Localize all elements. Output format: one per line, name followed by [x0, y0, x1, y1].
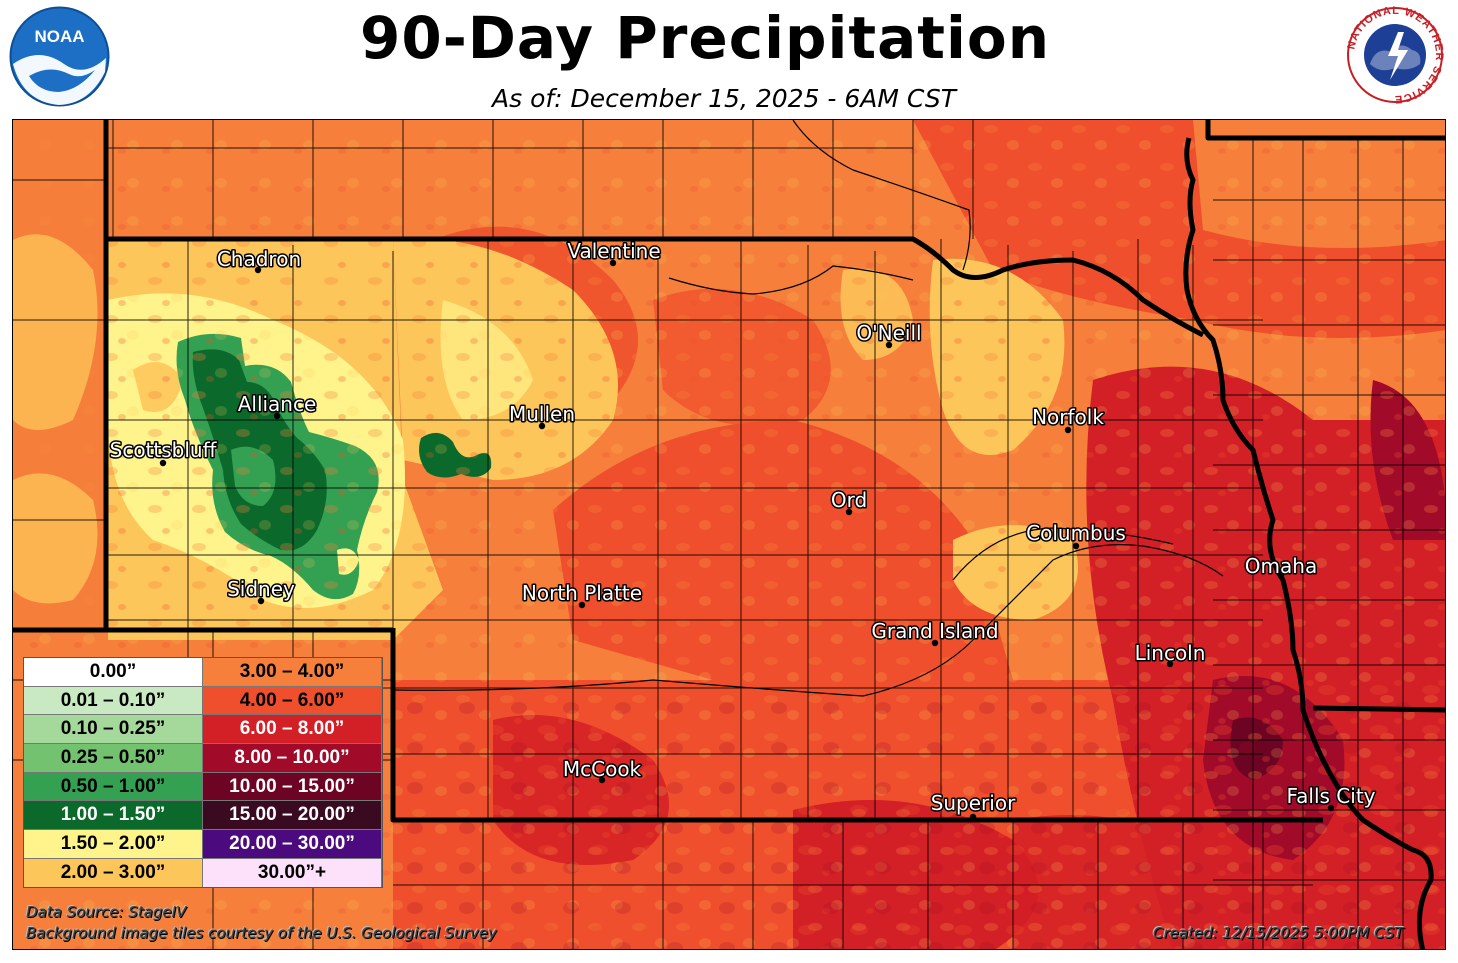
created-timestamp: Created: 12/15/2025 5:00PM CST: [1153, 924, 1404, 942]
city-label: Valentine: [567, 239, 660, 263]
city-dot: [969, 813, 977, 821]
city-label: Superior: [931, 791, 1016, 815]
city-dot: [598, 776, 606, 784]
city-dot: [1327, 804, 1335, 812]
state-borders: [13, 120, 1445, 949]
city-label: Falls City: [1286, 784, 1375, 808]
legend-entry: 0.01 – 0.10”: [24, 686, 202, 715]
city-dot: [273, 412, 281, 420]
city-dot: [257, 597, 265, 605]
city-dot: [609, 259, 617, 267]
nws-logo: NATIONAL WEATHER SERVICE: [1345, 5, 1444, 105]
noaa-logo-text: NOAA: [34, 27, 84, 46]
city-label: Grand Island: [871, 619, 998, 643]
legend-entry: 0.10 – 0.25”: [24, 715, 202, 744]
city-dot: [885, 341, 893, 349]
legend-entry: 1.50 – 2.00”: [24, 830, 202, 858]
data-source-note: Data Source: StageIV: [26, 903, 187, 921]
legend-entry: 0.25 – 0.50”: [24, 744, 202, 772]
background-credit-note: Background image tiles courtesy of the U…: [26, 924, 497, 942]
city-label: North Platte: [522, 581, 642, 605]
legend-entry: 20.00 – 30.00”: [203, 830, 381, 858]
legend-entry: 0.50 – 1.00”: [24, 772, 202, 801]
city-dot: [578, 601, 586, 609]
legend-entry: 2.00 – 3.00”: [24, 858, 202, 887]
legend-entry: 4.00 – 6.00”: [203, 686, 381, 715]
map-title: 90-Day Precipitation: [359, 4, 1050, 72]
precipitation-field: [13, 120, 1445, 949]
city-label: McCook: [563, 757, 642, 781]
city-label: Alliance: [238, 392, 317, 416]
city-label: Chadron: [217, 247, 301, 271]
city-label: Omaha: [1245, 554, 1317, 578]
city-dot: [538, 422, 546, 430]
city-dot: [931, 639, 939, 647]
legend-entry: 8.00 – 10.00”: [203, 744, 381, 772]
city-dot: [159, 459, 167, 467]
city-label: Columbus: [1026, 521, 1126, 545]
rivers: [392, 120, 1224, 697]
precipitation-legend: 0.00” 3.00 – 4.00” 0.01 – 0.10” 4.00 – 6.00…: [23, 657, 383, 888]
city-markers: Chadron Valentine O'Neill Alliance Mullen Nor…: [108, 238, 1377, 821]
city-dot: [845, 508, 853, 516]
city-dot: [1277, 572, 1285, 580]
noaa-logo: NOAA: [9, 6, 110, 107]
legend-entry: 15.00 – 20.00”: [203, 801, 381, 830]
city-label: Mullen: [509, 402, 575, 426]
city-label: Ord: [831, 488, 867, 512]
city-label: Sidney: [227, 577, 295, 601]
city-dot: [254, 266, 262, 274]
city-label: Lincoln: [1135, 641, 1206, 665]
city-label: Norfolk: [1032, 405, 1104, 429]
city-label: Scottsbluff: [110, 438, 218, 462]
map-subtitle: As of: December 15, 2025 - 6AM CST: [492, 84, 956, 113]
legend-entry: 1.00 – 1.50”: [24, 801, 202, 830]
legend-entry: 6.00 – 8.00”: [203, 715, 381, 744]
legend-entry: 0.00”: [24, 658, 202, 686]
city-dot: [1166, 660, 1174, 668]
city-dot: [1072, 542, 1080, 550]
legend-entry: 3.00 – 4.00”: [203, 658, 381, 686]
legend-entry: 10.00 – 15.00”: [203, 772, 381, 801]
city-label: O'Neill: [856, 321, 921, 345]
city-dot: [1064, 426, 1072, 434]
legend-entry: 30.00”+: [203, 858, 381, 887]
